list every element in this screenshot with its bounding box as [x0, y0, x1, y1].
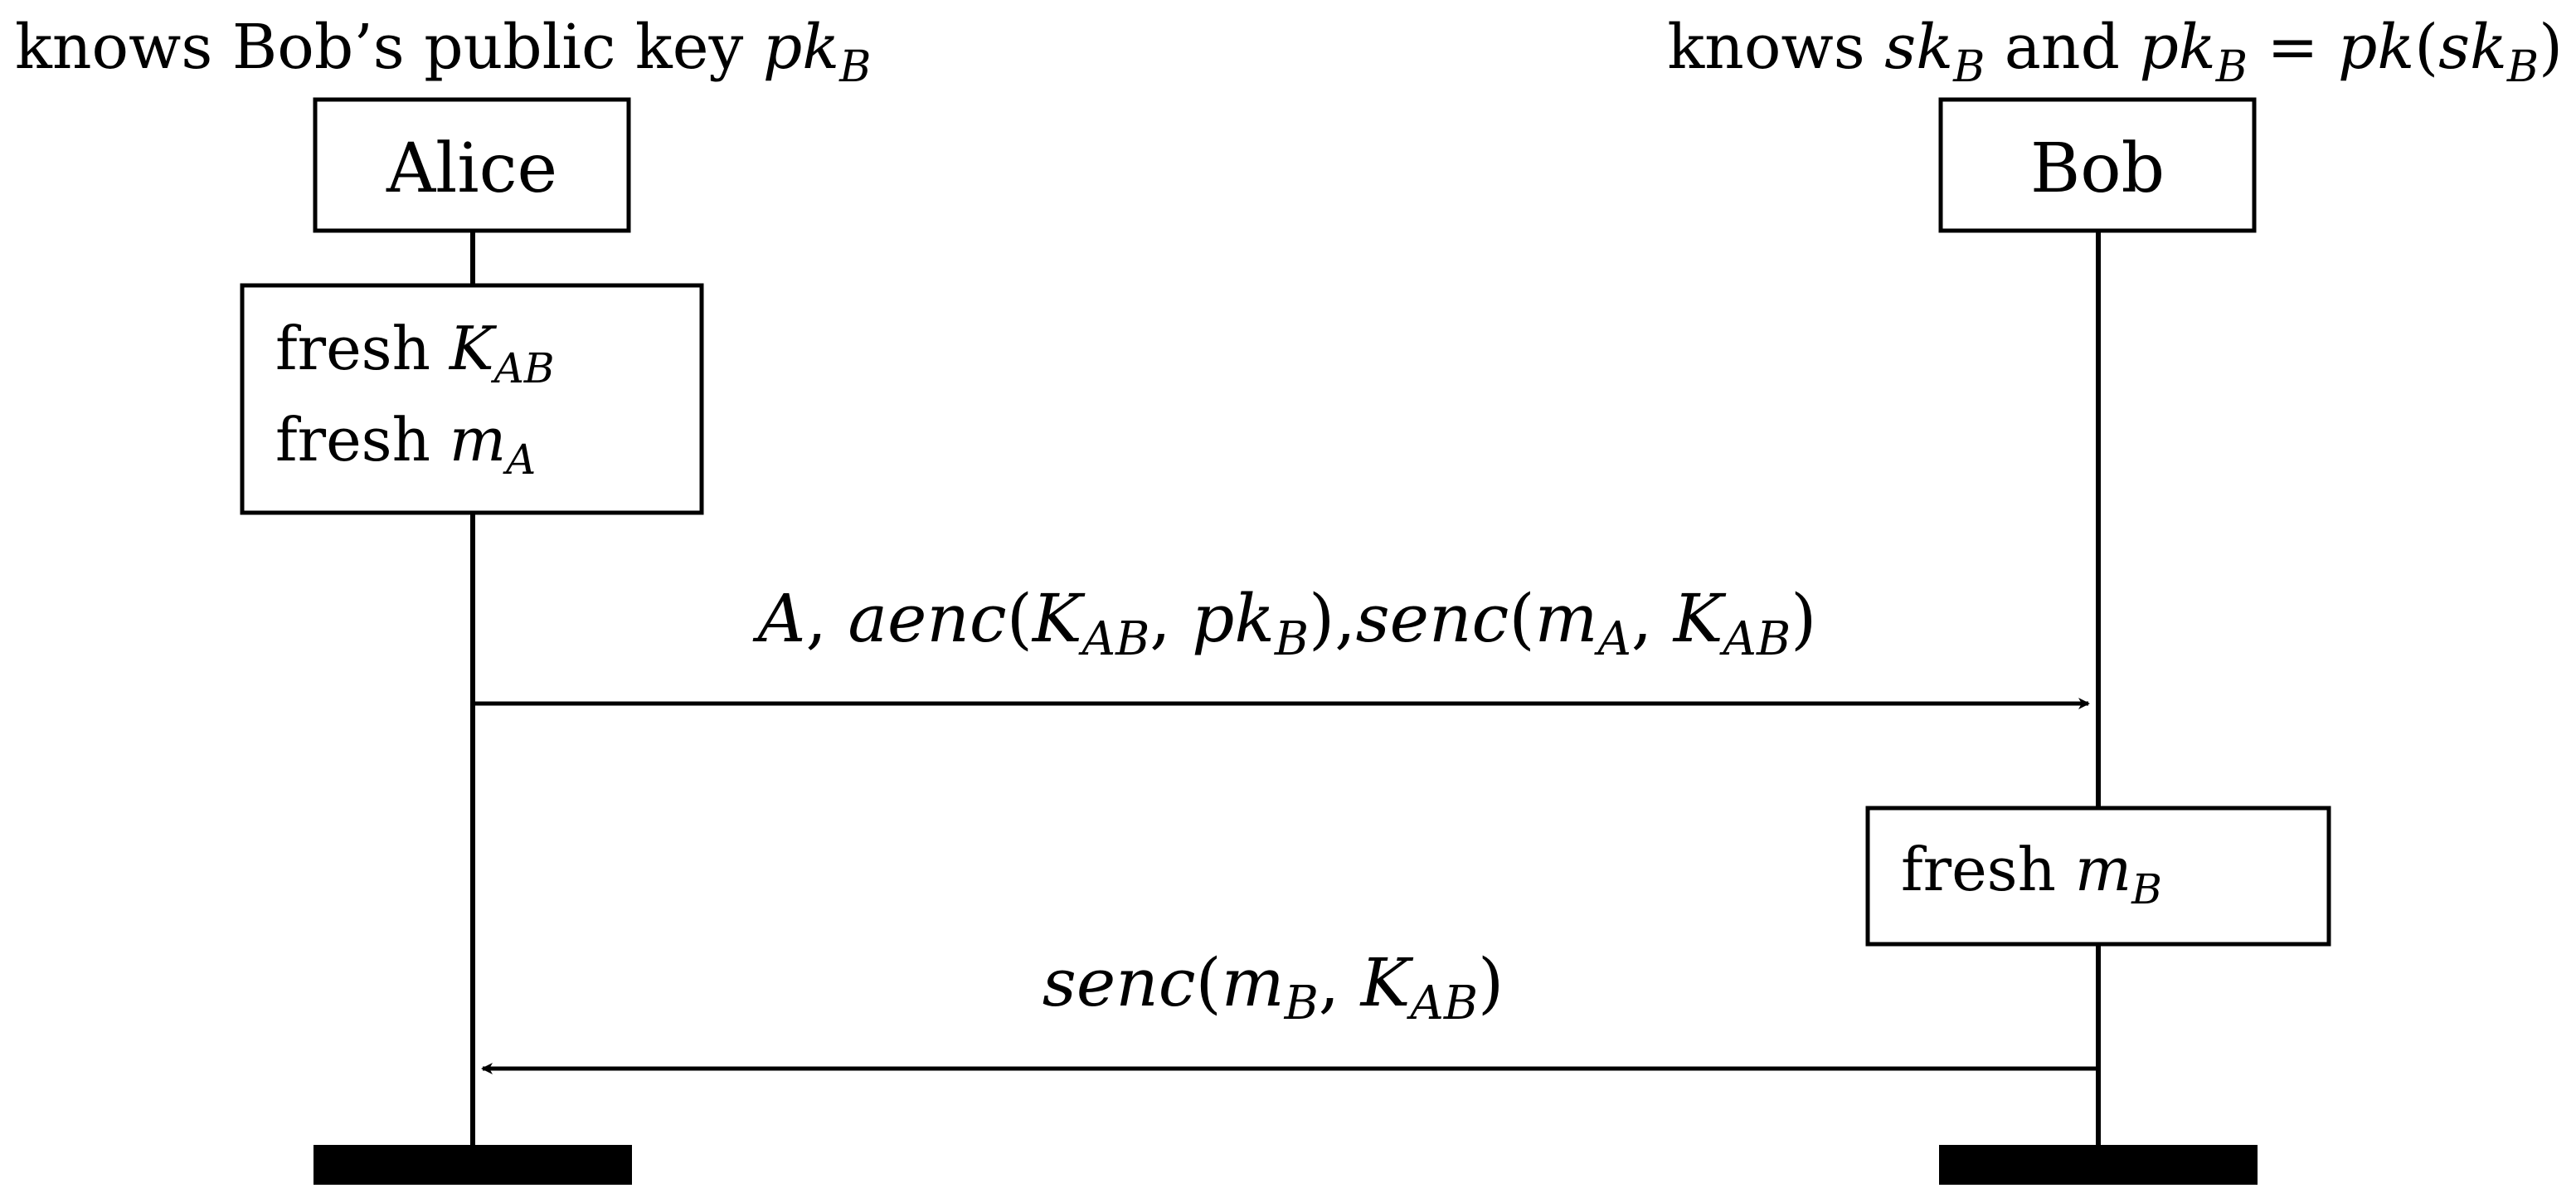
alice-name: Alice [386, 129, 557, 208]
bob-action-box [1865, 806, 2331, 947]
alice-lifeline-end [313, 1145, 632, 1185]
alice-action-box [240, 283, 704, 515]
alice-header-box [313, 97, 631, 233]
alice-knowledge: knows Bob’s public key pkB [15, 12, 871, 92]
alice-action-fresh-message: fresh mA [275, 405, 536, 484]
bob-lifeline-end [1939, 1145, 2258, 1185]
bob-name: Bob [2030, 129, 2165, 208]
bob-header-box [1938, 97, 2257, 233]
message-2-label: senc(mB, KAB) [1043, 944, 1504, 1030]
alice-action-fresh-key: fresh KAB [275, 314, 555, 392]
bob-knowledge: knows skB and pkB = pk(skB) [1667, 12, 2563, 92]
message-1-label: A, aenc(KAB, pkB),senc(mA, KAB) [752, 580, 1817, 666]
bob-action-fresh-message: fresh mB [1901, 835, 2162, 913]
